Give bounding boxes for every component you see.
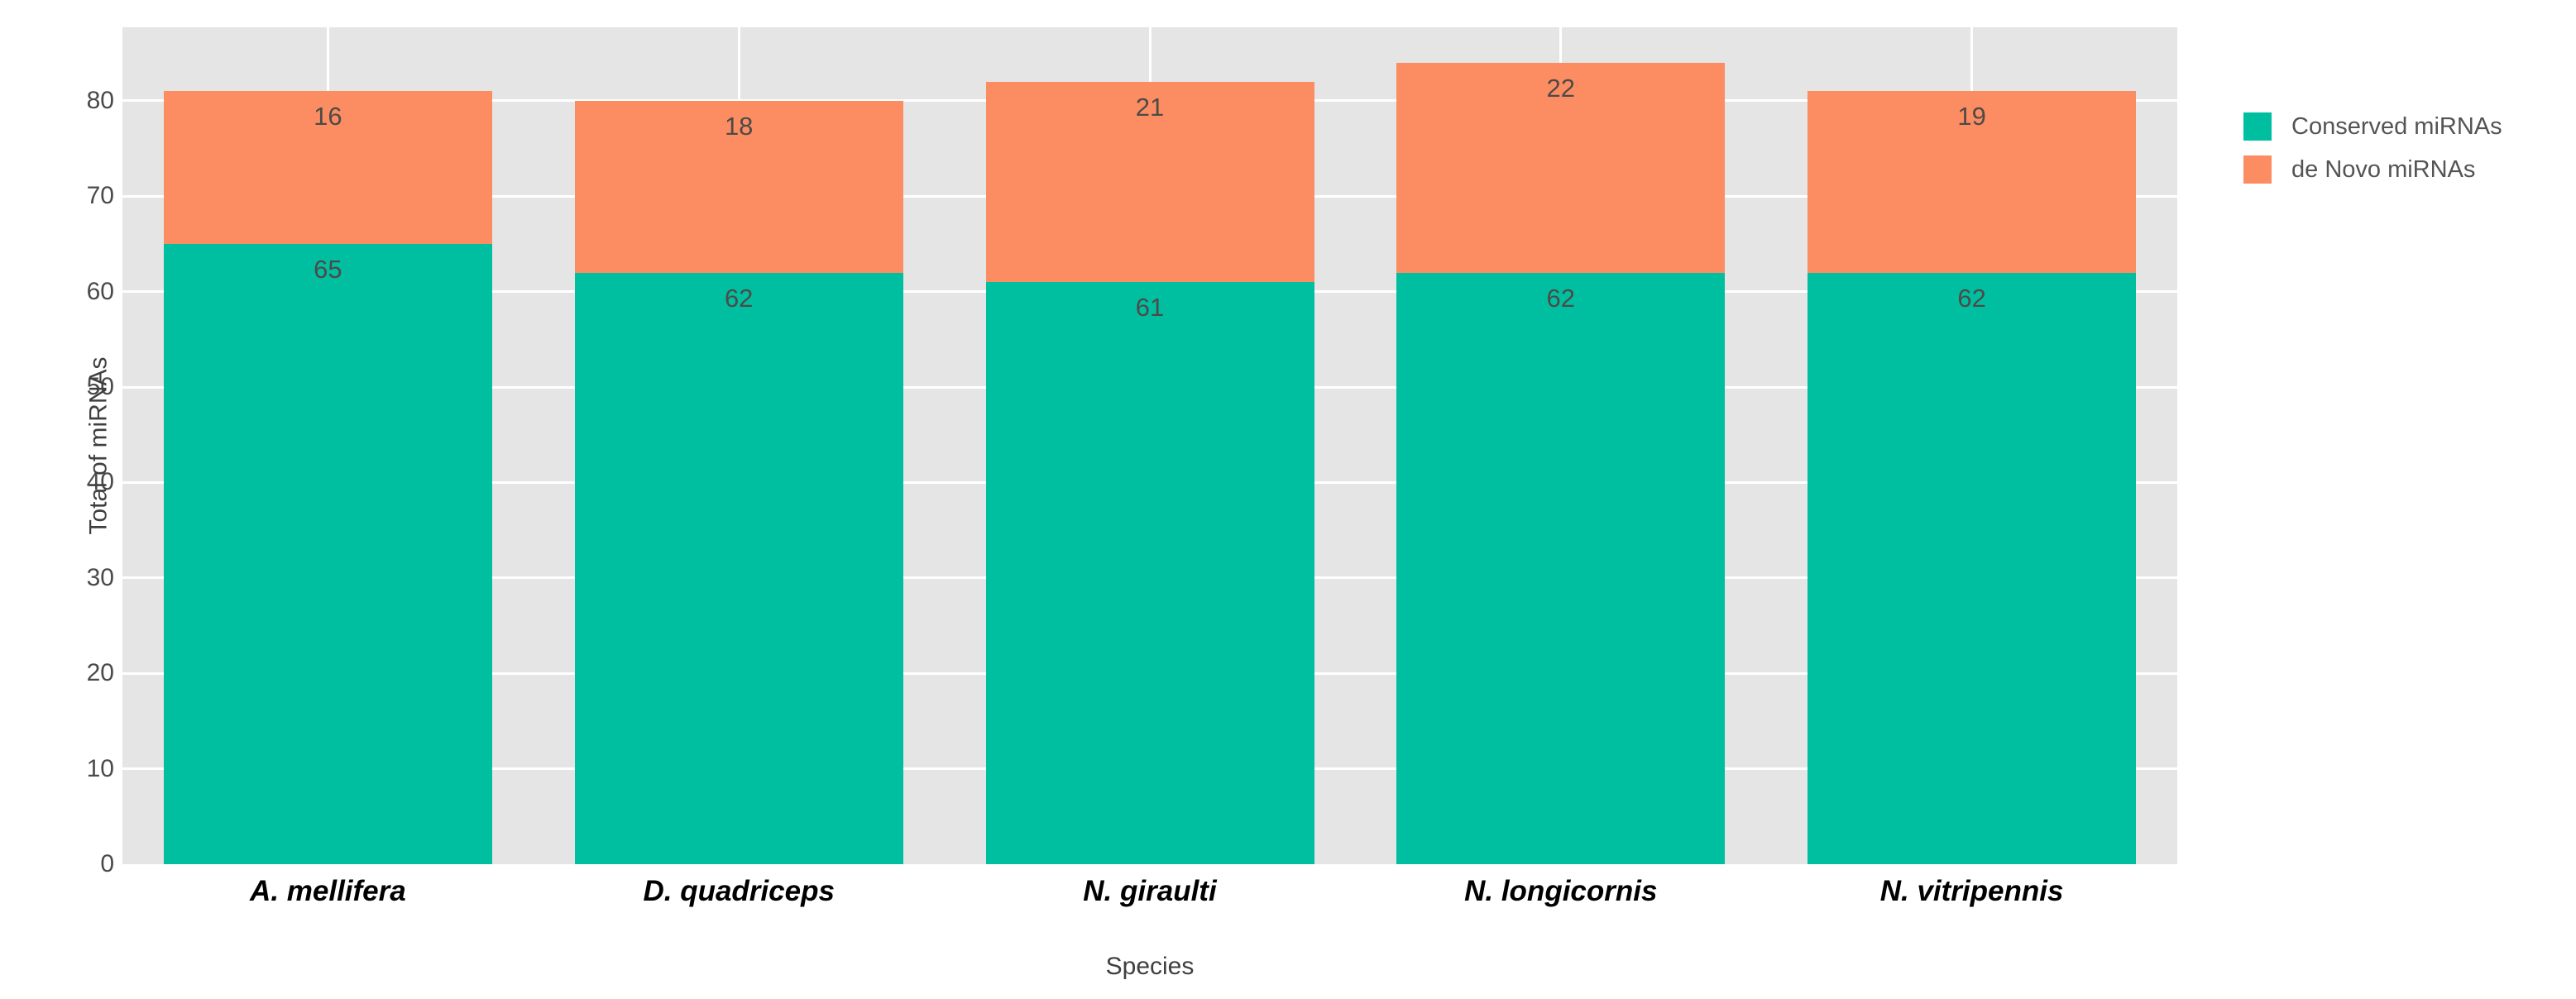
bar-value-label: 62 bbox=[1546, 283, 1576, 313]
legend-label: Conserved miRNAs bbox=[2291, 112, 2502, 140]
y-axis-title: Total of miRNAs bbox=[84, 356, 113, 535]
x-category-label: D. quadriceps bbox=[643, 875, 835, 907]
y-tick-label: 0 bbox=[100, 850, 114, 877]
bar-segment-denovo bbox=[1396, 62, 1726, 273]
y-tick-label: 60 bbox=[86, 277, 114, 305]
bar-segment-conserved bbox=[1808, 272, 2137, 864]
conserved-color-swatch bbox=[2243, 112, 2272, 141]
bar-segment-conserved bbox=[574, 272, 903, 864]
legend-item-conserved: Conserved miRNAs bbox=[2243, 112, 2502, 141]
y-tick-label: 50 bbox=[86, 373, 114, 401]
y-tick-label: 10 bbox=[86, 754, 114, 782]
bar-value-label: 22 bbox=[1546, 73, 1576, 103]
x-category-label: A. mellifera bbox=[250, 875, 406, 907]
bar-value-label: 61 bbox=[1135, 293, 1165, 323]
x-category-label: N. longicornis bbox=[1464, 875, 1658, 907]
legend: Conserved miRNAs de Novo miRNAs bbox=[2243, 112, 2502, 184]
legend-label: de Novo miRNAs bbox=[2291, 155, 2476, 183]
bar-segment-denovo bbox=[985, 81, 1314, 283]
bar-value-label: 65 bbox=[314, 254, 342, 284]
denovo-color-swatch bbox=[2243, 155, 2272, 184]
bar-segment-conserved bbox=[1396, 272, 1726, 864]
x-category-label: N. giraulti bbox=[1083, 875, 1217, 907]
bar-segment-conserved bbox=[985, 282, 1314, 864]
bar-value-label: 19 bbox=[1957, 102, 1986, 131]
y-tick-label: 70 bbox=[86, 182, 114, 210]
y-tick-label: 40 bbox=[86, 468, 114, 496]
y-tick-label: 30 bbox=[86, 563, 114, 591]
bar-segment-denovo bbox=[574, 100, 903, 273]
bar-value-label: 16 bbox=[314, 102, 342, 131]
bar-value-label: 62 bbox=[724, 283, 754, 313]
y-tick-label: 80 bbox=[86, 86, 114, 114]
y-tick-label: 20 bbox=[86, 659, 114, 687]
bar-value-label: 21 bbox=[1135, 92, 1165, 122]
plot-area: 65 16 62 18 61 21 62 22 62 19 bbox=[122, 27, 2177, 864]
bar-value-label: 18 bbox=[724, 111, 754, 141]
bar-segment-denovo bbox=[1808, 91, 2137, 273]
x-axis-title: Species bbox=[1105, 953, 1195, 980]
legend-item-denovo: de Novo miRNAs bbox=[2243, 155, 2502, 184]
bar-value-label: 62 bbox=[1957, 283, 1986, 313]
x-category-label: N. vitripennis bbox=[1879, 875, 2064, 907]
bar-segment-denovo bbox=[163, 91, 492, 244]
bar-segment-conserved bbox=[163, 243, 492, 864]
